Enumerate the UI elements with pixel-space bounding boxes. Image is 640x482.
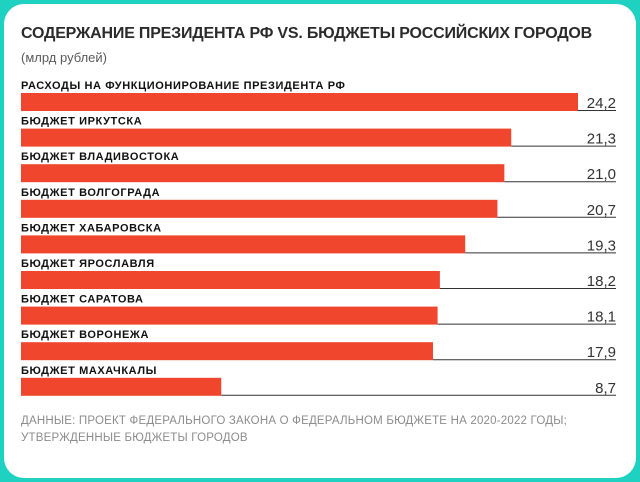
- bar-value-label: 21,3: [587, 131, 616, 148]
- bar-label: БЮДЖЕТ ВОЛГОГРАДА: [21, 187, 160, 199]
- bar-label: БЮДЖЕТ ВЛАДИВОСТОКА: [21, 151, 179, 163]
- bar: [21, 377, 222, 396]
- bar-value-label: 21,0: [587, 166, 616, 183]
- bar: [21, 306, 438, 325]
- bar-value-label: 20,7: [587, 202, 616, 219]
- chart-title: СОДЕРЖАНИЕ ПРЕЗИДЕНТА РФ VS. БЮДЖЕТЫ РОС…: [21, 25, 593, 42]
- bar: [21, 271, 440, 289]
- bar-value-label: 18,1: [587, 309, 616, 326]
- bar-label: БЮДЖЕТ ВОРОНЕЖА: [21, 329, 149, 341]
- chart-subtitle: (млрд рублей): [21, 50, 107, 65]
- bar: [21, 128, 512, 147]
- bar-value-label: 17,9: [587, 344, 616, 361]
- bar-value-label: 24,2: [587, 95, 616, 112]
- bar-label: БЮДЖЕТ ХАБАРОВСКА: [21, 222, 162, 234]
- bar-label: БЮДЖЕТ ЯРОСЛАВЛЯ: [21, 258, 155, 270]
- bar-label: РАСХОДЫ НА ФУНКЦИОНИРОВАНИЕ ПРЕЗИДЕНТА Р…: [21, 80, 345, 92]
- bar-value-label: 8,7: [595, 380, 616, 397]
- bar-label: БЮДЖЕТ САРАТОВА: [21, 294, 144, 306]
- bar: [21, 235, 466, 254]
- bar-label: БЮДЖЕТ ИРКУТСКА: [21, 116, 142, 128]
- bar-value-label: 19,3: [587, 237, 616, 254]
- source-note: ДАННЫЕ: ПРОЕКТ ФЕДЕРАЛЬНОГО ЗАКОНА О ФЕД…: [21, 415, 567, 444]
- bar: [21, 342, 433, 361]
- bar: [21, 199, 498, 218]
- bar-value-label: 18,2: [587, 273, 616, 290]
- bar-label: БЮДЖЕТ МАХАЧКАЛЫ: [21, 365, 157, 377]
- bar: [21, 93, 578, 111]
- bar: [21, 164, 505, 183]
